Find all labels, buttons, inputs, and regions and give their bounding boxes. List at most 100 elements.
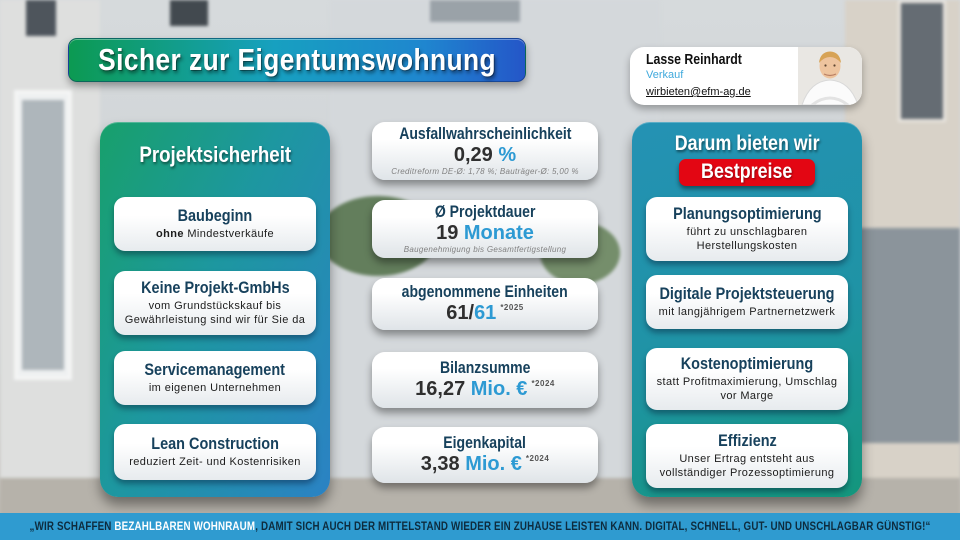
stat-value: 16,27 Mio. € *2024 xyxy=(415,378,555,400)
card-desc: ohne Mindestverkäufe xyxy=(156,227,274,241)
panel-right-header-text: Darum bieten wir xyxy=(674,132,820,155)
card-title: Effizienz xyxy=(713,430,782,450)
stat-title: abgenommene Einheiten xyxy=(387,283,582,302)
stat-value: 3,38 Mio. € *2024 xyxy=(421,453,550,475)
card-desc: im eigenen Unternehmen xyxy=(148,381,282,394)
stat-value: 19 Monate xyxy=(436,222,534,244)
stat-title-text: Ø Projektdauer xyxy=(434,203,536,222)
bg-window xyxy=(858,228,960,443)
contact-name-text: Lasse Reinhardt xyxy=(646,51,742,68)
card-desc: statt Profitmaximierung, Umschlag vor Ma… xyxy=(656,375,838,402)
portrait-photo xyxy=(798,47,862,105)
portrait-photo-illustration xyxy=(798,47,862,105)
card-title: Kostenoptimierung xyxy=(669,353,825,373)
card-title-text: Digitale Projektsteuerung xyxy=(659,283,835,303)
stat-value-number: 16,27 xyxy=(415,377,466,400)
contact-card: Lasse Reinhardt Verkauf wirbieten@efm-ag… xyxy=(630,47,862,105)
card-lean-construction: Lean Construction reduziert Zeit- und Ko… xyxy=(114,424,316,480)
card-desc: vom Grundstückskauf bis Gewährleistung s… xyxy=(124,299,306,326)
bg-window-glass xyxy=(22,100,64,370)
card-title: Digitale Projektsteuerung xyxy=(644,285,850,303)
card-digitale-projektsteuerung: Digitale Projektsteuerung mit langjährig… xyxy=(646,275,848,329)
title-banner: Sicher zur Eigentumswohnung xyxy=(68,38,526,82)
footer-claim: „WIR SCHAFFEN BEZAHLBAREN WOHNRAUM, DAMI… xyxy=(0,521,960,533)
stat-title-text: Ausfallwahrscheinlichkeit xyxy=(398,125,572,144)
page-title-text: Sicher zur Eigentumswohnung xyxy=(98,42,496,77)
stat-bilanzsumme: Bilanzsumme 16,27 Mio. € *2024 xyxy=(372,352,598,408)
card-effizienz: Effizienz Unser Ertrag entsteht aus voll… xyxy=(646,424,848,488)
stat-title: Ausfallwahrscheinlichkeit xyxy=(384,125,587,144)
stat-value: 61/61 *2025 xyxy=(446,302,523,324)
stat-projektdauer: Ø Projektdauer 19 Monate Baugenehmigung … xyxy=(372,200,598,258)
card-desc: mit langjährigem Partnernetzwerk xyxy=(658,305,836,318)
stat-value-unit: Mio. € xyxy=(465,377,528,400)
stat-ausfallwahrscheinlichkeit: Ausfallwahrscheinlichkeit 0,29 % Creditr… xyxy=(372,122,598,180)
stat-value-unit: Monate xyxy=(458,221,534,244)
card-title-text: Keine Projekt-GmbHs xyxy=(140,277,290,297)
contact-email-link[interactable]: wirbieten@efm-ag.de xyxy=(646,85,751,98)
stat-value-number: 0,29 xyxy=(453,143,493,166)
stat-abgenommene-einheiten: abgenommene Einheiten 61/61 *2025 xyxy=(372,278,598,330)
footer-claim-bar: „WIR SCHAFFEN BEZAHLBAREN WOHNRAUM, DAMI… xyxy=(0,513,960,540)
footer-claim-pre: „WIR SCHAFFEN xyxy=(29,520,115,533)
bg-window xyxy=(898,0,946,122)
card-servicemanagement: Servicemanagement im eigenen Unternehmen xyxy=(114,351,316,405)
stat-footnote-marker: *2024 xyxy=(525,453,550,463)
stat-value-number: 3,38 xyxy=(420,452,460,475)
stat-value-unit: % xyxy=(492,143,517,166)
stat-note: Creditreform DE-Ø: 1,78 %; Bauträger-Ø: … xyxy=(391,166,579,176)
card-title-text: Planungsoptimierung xyxy=(672,203,822,223)
card-title-text: Baubeginn xyxy=(177,205,253,225)
bg-window xyxy=(430,0,520,22)
footer-claim-post: , DAMIT SICH AUCH DER MITTELSTAND WIEDER… xyxy=(255,520,931,533)
stat-title: Eigenkapital xyxy=(436,434,533,453)
stat-title-text: abgenommene Einheiten xyxy=(401,283,568,302)
card-desc-rest: Mindestverkäufe xyxy=(183,227,275,240)
card-desc: führt zu unschlagbaren Herstellungskoste… xyxy=(686,225,808,252)
card-baubeginn: Baubeginn ohne Mindestverkäufe xyxy=(114,197,316,251)
panel-right-header: Darum bieten wir xyxy=(632,132,862,156)
stat-value-unit: Mio. € xyxy=(459,452,522,475)
stat-footnote-marker: *2024 xyxy=(531,378,555,388)
card-title-text: Lean Construction xyxy=(151,433,279,453)
contact-name: Lasse Reinhardt xyxy=(646,52,798,69)
card-title: Lean Construction xyxy=(140,435,290,453)
card-title-text: Servicemanagement xyxy=(144,359,286,379)
bg-window xyxy=(26,0,56,36)
stat-title-text: Eigenkapital xyxy=(443,434,527,453)
card-title: Keine Projekt-GmbHs xyxy=(128,277,303,297)
card-title-text: Effizienz xyxy=(717,430,777,450)
bg-window xyxy=(170,0,208,26)
card-planungsoptimierung: Planungsoptimierung führt zu unschlagbar… xyxy=(646,197,848,261)
card-title: Baubeginn xyxy=(171,207,259,225)
panel-projektsicherheit: Projektsicherheit Baubeginn ohne Mindest… xyxy=(100,122,330,497)
stat-note: Baugenehmigung bis Gesamtfertigstellung xyxy=(403,244,567,254)
panel-left-header: Projektsicherheit xyxy=(100,142,330,168)
contact-role: Verkauf xyxy=(646,69,684,82)
stat-title: Ø Projektdauer xyxy=(426,203,544,222)
card-keine-projekt-gmbhs: Keine Projekt-GmbHs vom Grundstückskauf … xyxy=(114,271,316,335)
stat-title-text: Bilanzsumme xyxy=(439,359,531,378)
card-desc: reduziert Zeit- und Kostenrisiken xyxy=(129,455,301,468)
card-title: Planungsoptimierung xyxy=(660,203,835,223)
stat-eigenkapital: Eigenkapital 3,38 Mio. € *2024 xyxy=(372,427,598,483)
stat-value-number: 61/ xyxy=(446,301,475,324)
panel-bestpreise: Darum bieten wir Bestpreise Planungsopti… xyxy=(632,122,862,497)
stat-value-unit: 61 xyxy=(474,301,497,324)
footer-claim-highlight: BEZAHLBAREN WOHNRAUM xyxy=(114,520,256,533)
bestpreise-badge: Bestpreise xyxy=(679,159,815,186)
page-title: Sicher zur Eigentumswohnung xyxy=(63,42,531,78)
contact-info: Lasse Reinhardt Verkauf wirbieten@efm-ag… xyxy=(630,52,798,101)
footer-claim-text: „WIR SCHAFFEN BEZAHLBAREN WOHNRAUM, DAMI… xyxy=(29,521,930,533)
stat-footnote-marker: *2025 xyxy=(500,302,524,312)
panel-left-header-text: Projektsicherheit xyxy=(139,142,291,167)
card-title: Servicemanagement xyxy=(132,361,297,379)
card-title-text: Kostenoptimierung xyxy=(680,353,814,373)
stat-value: 0,29 % xyxy=(454,144,516,166)
bestpreise-badge-text: Bestpreise xyxy=(701,160,793,183)
stat-title: Bilanzsumme xyxy=(432,359,538,378)
card-kostenoptimierung: Kostenoptimierung statt Profitmaximierun… xyxy=(646,348,848,410)
card-desc: Unser Ertrag entsteht aus vollständiger … xyxy=(659,452,835,479)
stat-value-number: 19 xyxy=(436,221,459,244)
